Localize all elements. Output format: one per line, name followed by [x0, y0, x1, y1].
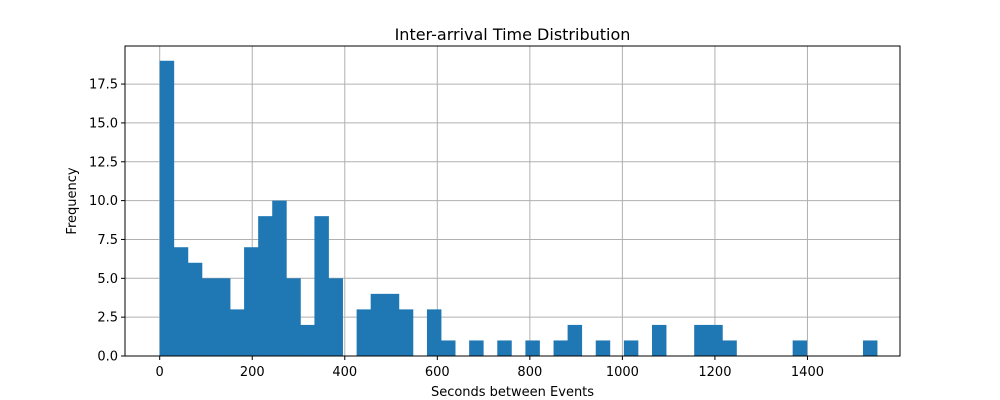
- histogram-bar: [792, 340, 808, 356]
- histogram-bar: [356, 309, 372, 356]
- histogram-bar: [230, 309, 245, 356]
- x-axis-ticks: 0 200 400 600 800 1000 1200 1400: [156, 356, 824, 380]
- bars: [159, 60, 878, 357]
- histogram-bar: [862, 340, 878, 356]
- x-axis-label: Seconds between Events: [431, 385, 594, 400]
- histogram-bar: [159, 60, 175, 357]
- histogram-bar: [441, 340, 456, 356]
- x-tick-label: 1400: [791, 365, 824, 380]
- x-tick-label: 1200: [698, 365, 731, 380]
- y-tick-label: 0.0: [97, 350, 118, 365]
- histogram-bar: [244, 247, 259, 356]
- x-tick-label: 1000: [606, 365, 639, 380]
- x-tick-label: 600: [425, 365, 450, 380]
- y-tick-label: 7.5: [97, 233, 118, 248]
- y-tick-label: 17.5: [89, 78, 118, 93]
- histogram-bar: [300, 324, 315, 356]
- y-tick-label: 15.0: [89, 116, 118, 131]
- histogram-bar: [384, 293, 400, 356]
- x-tick-label: 800: [517, 365, 542, 380]
- histogram-bar: [623, 340, 639, 356]
- histogram-bar: [426, 309, 442, 356]
- x-tick-label: 400: [332, 365, 357, 380]
- histogram-bar: [497, 340, 512, 356]
- y-tick-label: 2.5: [97, 311, 118, 326]
- y-tick-label: 10.0: [89, 194, 118, 209]
- histogram-bar: [201, 278, 217, 356]
- y-tick-label: 5.0: [97, 272, 118, 287]
- histogram-bar: [595, 340, 611, 356]
- histogram-bar: [553, 340, 569, 356]
- histogram-bar: [328, 278, 343, 356]
- histogram-bar: [469, 340, 484, 356]
- chart-title: Inter-arrival Time Distribution: [395, 25, 631, 44]
- histogram-bar: [370, 293, 386, 356]
- x-tick-label: 200: [240, 365, 265, 380]
- y-tick-label: 12.5: [89, 155, 118, 170]
- histogram-bar: [173, 247, 189, 356]
- histogram-bar: [314, 216, 329, 356]
- histogram-bar: [187, 262, 203, 356]
- histogram-bar: [722, 340, 737, 356]
- histogram-bar: [272, 200, 287, 356]
- histogram-bar: [694, 324, 709, 356]
- histogram-bar: [398, 309, 414, 356]
- histogram-bar: [652, 324, 667, 356]
- histogram-bar: [258, 216, 273, 356]
- histogram-bar: [525, 340, 540, 356]
- histogram-bar: [286, 278, 301, 356]
- x-tick-label: 0: [156, 365, 164, 380]
- histogram-bar: [567, 324, 583, 356]
- histogram-bar: [215, 278, 231, 356]
- histogram-bar: [708, 324, 723, 356]
- y-axis-ticks: 0.0 2.5 5.0 7.5 10.0 12.5 15.0 17.5: [89, 78, 125, 365]
- y-axis-label: Frequency: [65, 167, 80, 234]
